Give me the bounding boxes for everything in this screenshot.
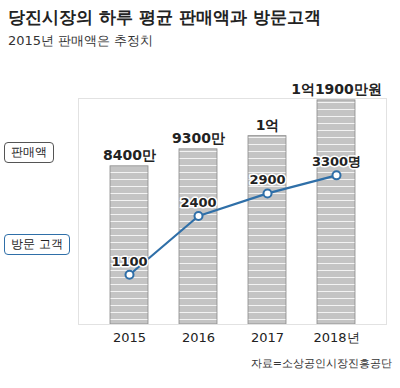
svg-text:8400만: 8400만 <box>103 147 156 163</box>
svg-text:1억1900만원: 1억1900만원 <box>291 81 382 97</box>
svg-text:2017: 2017 <box>251 330 284 345</box>
svg-text:2015: 2015 <box>113 330 146 345</box>
html-text:자료=소상공인시장진흥공단: 자료=소상공인시장진흥공단 <box>250 357 392 370</box>
svg-text:2900: 2900 <box>249 172 285 187</box>
svg-text:1100: 1100 <box>111 254 147 269</box>
html-text:방문 고객: 방문 고객 <box>11 237 63 251</box>
html-text:판매액: 판매액 <box>11 145 47 159</box>
svg-text:3300명: 3300명 <box>312 154 361 169</box>
html-text:2015년 판매액은 추정치: 2015년 판매액은 추정치 <box>8 33 154 48</box>
svg-text:1억: 1억 <box>256 117 280 133</box>
svg-text:2016: 2016 <box>182 330 215 345</box>
html-text:당진시장의 하루 평균 판매액과 방문고객: 당진시장의 하루 평균 판매액과 방문고객 <box>8 7 321 27</box>
svg-text:2018년: 2018년 <box>313 330 359 345</box>
svg-text:2400: 2400 <box>180 195 216 210</box>
svg-text:9300만: 9300만 <box>172 130 225 146</box>
